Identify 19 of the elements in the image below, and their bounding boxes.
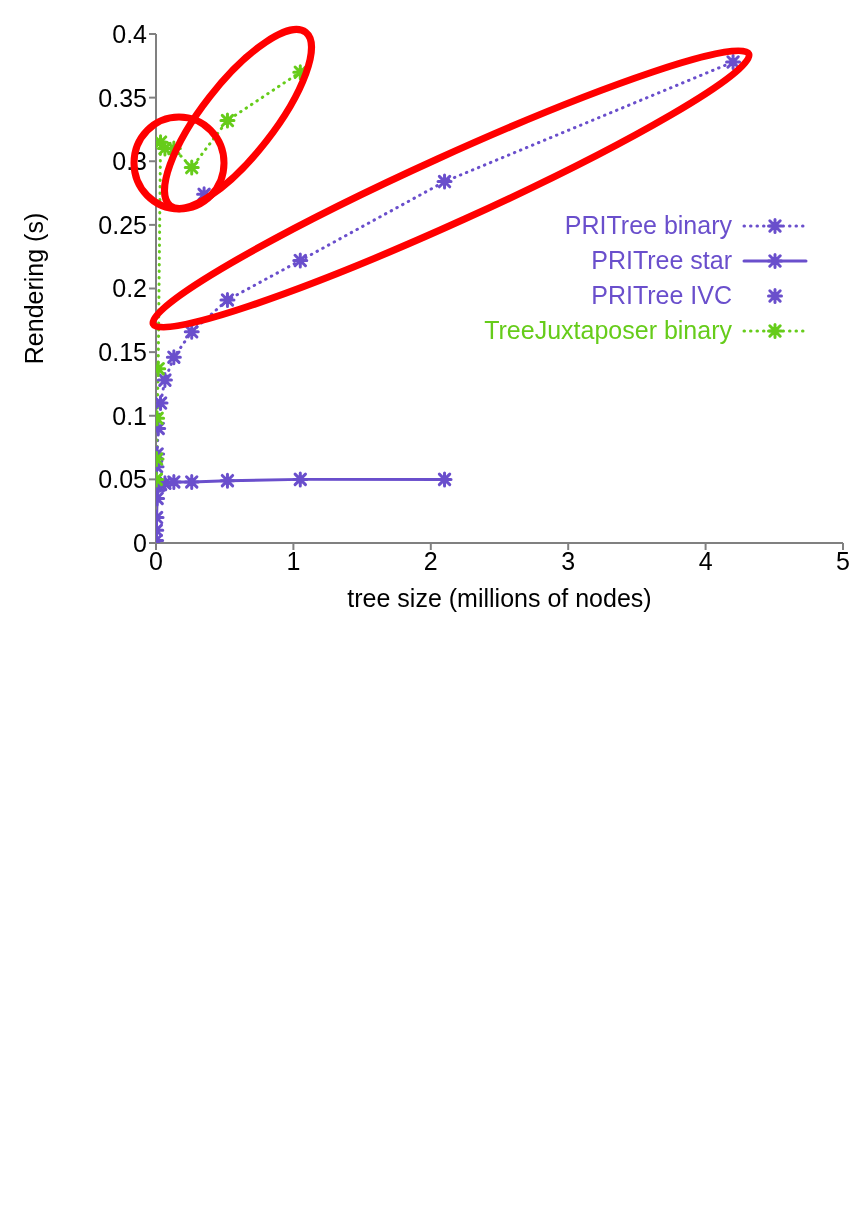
x-tick-label: 3 [561, 546, 576, 575]
y-tick-label: 0.25 [98, 210, 147, 239]
legend-label: PRITree star [591, 246, 732, 275]
legend-label: PRITree IVC [591, 281, 732, 310]
x-tick-label: 1 [286, 546, 301, 575]
y-tick-label: 0.05 [98, 465, 147, 494]
legend-label: TreeJuxtaposer binary [484, 316, 732, 345]
y-tick-label: 0.35 [98, 83, 147, 112]
x-tick-label: 2 [423, 546, 438, 575]
x-tick-label: 5 [836, 546, 850, 575]
y-axis-title: Rendering (s) [19, 212, 48, 365]
y-tick-label: 0.15 [98, 338, 147, 366]
y-tick-label: 0.2 [112, 274, 147, 303]
y-tick-label: 0.4 [112, 19, 148, 48]
x-tick-label: 4 [698, 546, 713, 575]
y-tick-label: 0.1 [112, 401, 147, 430]
y-tick-label: 0 [133, 528, 147, 557]
x-axis-title: tree size (millions of nodes) [347, 584, 652, 612]
legend-label: PRITree binary [564, 211, 732, 240]
